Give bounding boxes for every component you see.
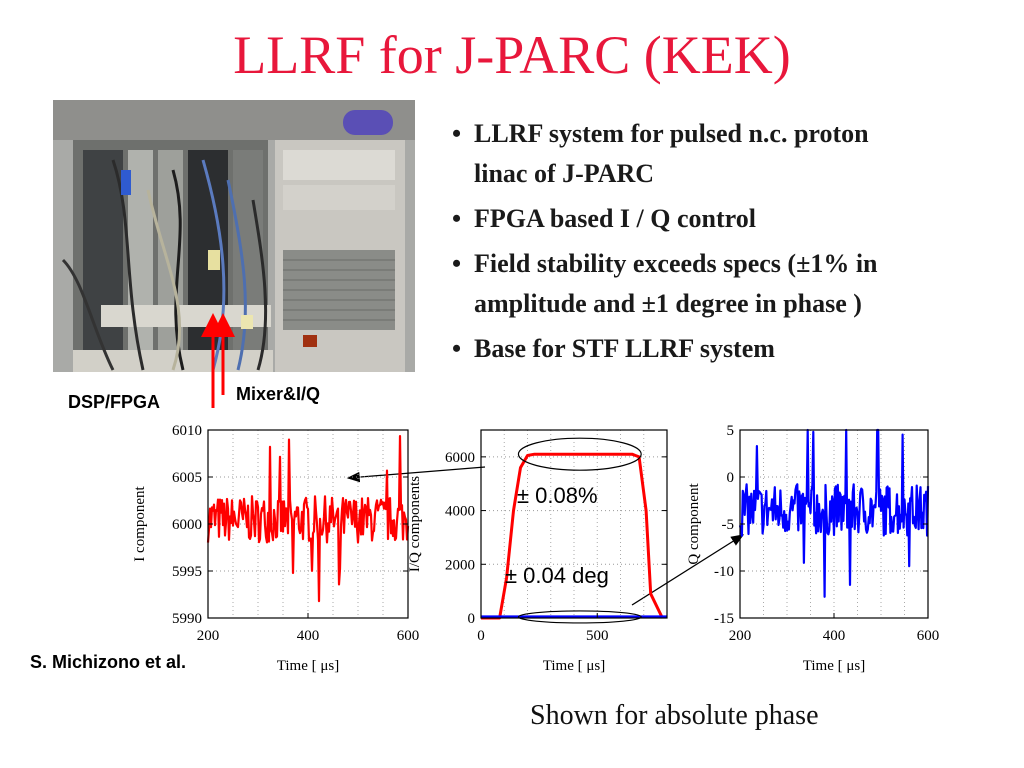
amplitude-stability-label: ± 0.08% (517, 483, 598, 508)
series-line-0 (206, 435, 410, 603)
i-component-chart: 5990 5995 6000 6005 6010 200 400 600 Time [ μs] I… (132, 423, 420, 674)
iq-components-chart: 0 2000 4000 6000 0 500 Time [ μs] I/Q component… (407, 429, 668, 674)
bullet-list: LLRF system for pulsed n.c. proton linac… (452, 114, 922, 374)
bullet-item: Base for STF LLRF system (452, 329, 922, 369)
bullet-item: Field stability exceeds specs (±1% in am… (452, 244, 922, 324)
author-credit: S. Michizono et al. (30, 652, 187, 672)
i-callout-arrow (346, 466, 486, 483)
y-axis-label: I component (132, 485, 148, 561)
y-axis-label: I/Q components (407, 476, 423, 572)
x-tick-label: 500 (586, 628, 609, 644)
bullet-item: LLRF system for pulsed n.c. proton linac… (452, 114, 922, 194)
x-axis-label: Time [ μs] (277, 658, 340, 674)
dsp-fpga-label: DSP/FPGA (68, 392, 161, 412)
mixer-iq-label: Mixer&I/Q (236, 384, 321, 404)
phase-stability-label: ± 0.04 deg (505, 563, 609, 588)
y-axis-label: Q component (686, 483, 702, 565)
caption: Shown for absolute phase (530, 700, 819, 731)
x-tick-label: 0 (477, 628, 485, 644)
series-line-0 (481, 452, 664, 620)
x-axis-label: Time [ μs] (803, 658, 866, 674)
y-tick-label: 0 (727, 470, 735, 486)
y-tick-label: 5995 (172, 564, 202, 580)
x-tick-label: 400 (823, 628, 846, 644)
q-component-chart: -15 -10 -5 0 5 200 400 600 Time [ μs] Q component (686, 423, 940, 674)
y-tick-label: 6000 (172, 517, 202, 533)
amplitude-ellipse (517, 437, 642, 471)
y-tick-label: 4000 (445, 504, 475, 520)
x-tick-label: 600 (917, 628, 940, 644)
x-tick-label: 400 (297, 628, 320, 644)
slide-title: LLRF for J-PARC (KEK) (233, 25, 791, 85)
phase-ellipse (517, 610, 642, 624)
y-tick-label: -15 (714, 611, 734, 627)
y-tick-label: 5990 (172, 611, 202, 627)
x-axis-label: Time [ μs] (543, 658, 606, 674)
y-tick-label: -10 (714, 564, 734, 580)
equipment-photo (53, 100, 415, 372)
y-tick-label: 2000 (445, 557, 475, 573)
y-tick-label: 6000 (445, 450, 475, 466)
y-tick-label: 0 (468, 611, 476, 627)
x-tick-label: 200 (729, 628, 752, 644)
y-tick-label: 5 (727, 423, 735, 439)
bullet-item: FPGA based I / Q control (452, 199, 922, 239)
plot-frame (480, 429, 668, 619)
series-line-0 (738, 428, 930, 598)
y-tick-label: 6005 (172, 470, 202, 486)
x-tick-label: 200 (197, 628, 220, 644)
y-tick-label: -5 (722, 517, 735, 533)
y-tick-label: 6010 (172, 423, 202, 439)
x-tick-label: 600 (397, 628, 420, 644)
